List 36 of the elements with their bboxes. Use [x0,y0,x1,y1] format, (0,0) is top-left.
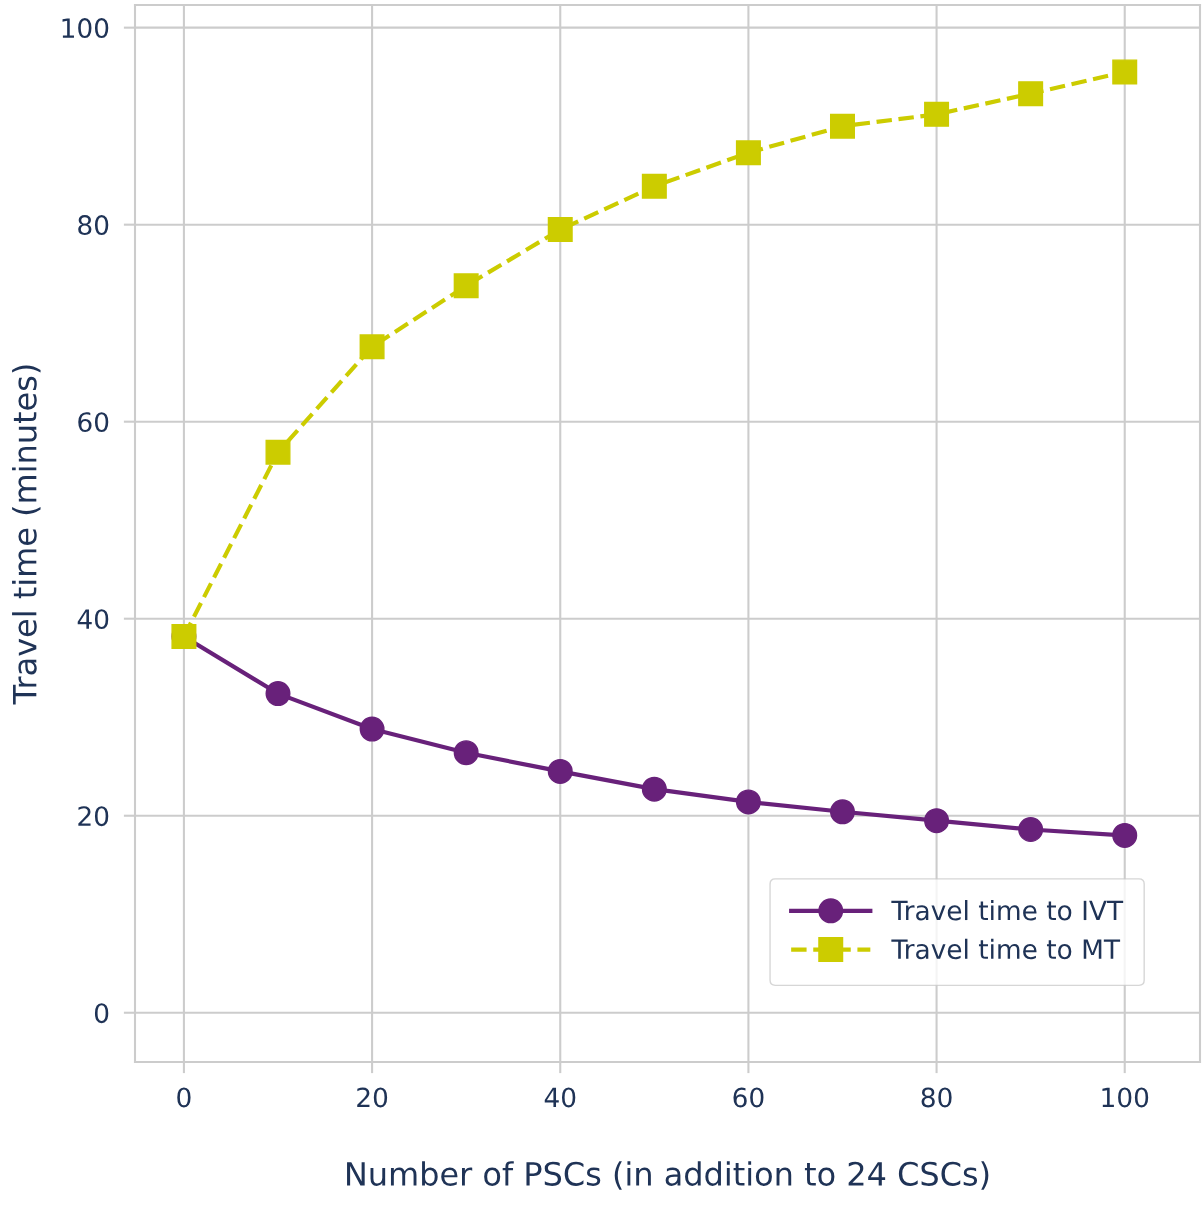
point [735,140,761,166]
x-tick-label: 100 [1102,1087,1149,1108]
y-tick-label: 80 [78,215,109,236]
y-tick-label: 0 [94,1003,109,1024]
point [359,334,385,360]
point [265,681,291,707]
point [547,758,573,784]
point [1018,81,1044,107]
point [453,740,479,766]
point [924,101,950,127]
point [1018,817,1044,843]
x-tick-label: 60 [733,1087,764,1108]
y-axis-title: Travel time (minutes) [12,365,41,705]
y-tick-label: 100 [62,18,109,39]
point [924,808,950,834]
legend-label: Travel time to MT [891,938,1121,960]
point [735,789,761,815]
x-tick-label: 80 [921,1087,952,1108]
point [547,217,573,243]
x-tick-label: 0 [177,1087,191,1108]
x-axis-title: Number of PSCs (in addition to 24 CSCs) [347,1161,989,1190]
point [829,799,855,825]
point [641,776,667,802]
point [453,273,479,299]
point [265,439,291,465]
y-tick-label: 20 [78,806,109,827]
point [1112,59,1138,85]
legend-label: Travel time to IVT [891,900,1124,921]
y-tick-label: 60 [78,412,109,433]
x-tick-label: 20 [357,1087,388,1108]
point [1112,822,1138,848]
point [641,173,667,199]
point [359,716,385,742]
y-tick-label: 40 [77,609,109,630]
x-tick-label: 40 [544,1087,576,1108]
point [829,113,855,139]
